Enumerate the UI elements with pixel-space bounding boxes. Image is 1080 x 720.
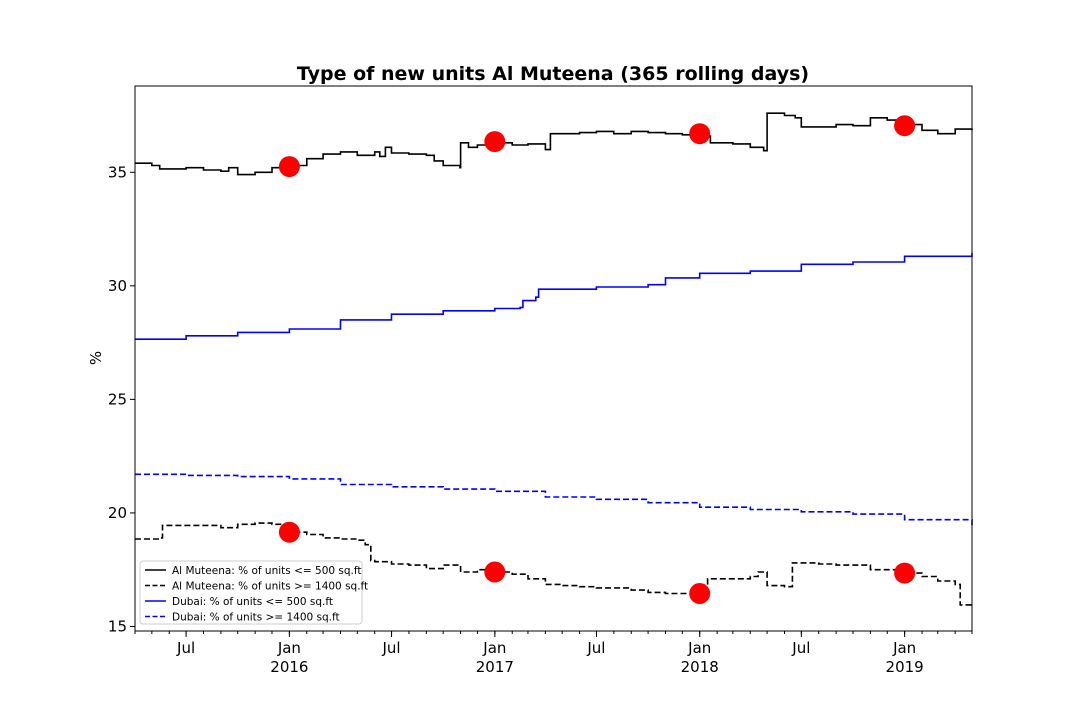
marker-layer — [278, 115, 916, 604]
plot-frame — [134, 85, 973, 632]
x-tick-year-label: 2017 — [476, 658, 514, 676]
x-tick-label: Jan — [482, 639, 506, 657]
legend-label-4: Dubai: % of units >= 1400 sq.ft — [172, 612, 340, 624]
x-tick-year-label: 2019 — [886, 658, 924, 676]
x-tick-label: Jan — [892, 639, 916, 657]
series-line-1 — [135, 112, 973, 176]
y-tick-label: 20 — [108, 504, 127, 522]
marker-point-2 — [484, 131, 506, 153]
series-line-4 — [135, 473, 973, 526]
x-tick-year-label: 2018 — [681, 658, 719, 676]
series-line-3 — [135, 252, 973, 340]
legend-label-3: Dubai: % of units <= 500 sq.ft — [172, 596, 333, 608]
chart-title: Type of new units Al Muteena (365 rollin… — [297, 63, 809, 85]
marker-point-5 — [278, 521, 300, 543]
marker-point-6 — [484, 561, 506, 583]
legend: Al Muteena: % of units <= 500 sq.ft Al Mu… — [139, 560, 368, 625]
marker-point-3 — [689, 123, 711, 145]
x-tick-label: Jan — [277, 639, 301, 657]
series-line-2 — [135, 522, 972, 606]
y-tick-label: 25 — [108, 390, 127, 408]
marker-point-8 — [894, 562, 916, 584]
legend-label-2: Al Muteena: % of units >= 1400 sq.ft — [172, 581, 368, 593]
legend-label-1: Al Muteena: % of units <= 500 sq.ft — [172, 565, 362, 577]
marker-point-7 — [689, 583, 711, 604]
x-tick-label: Jan — [687, 639, 711, 657]
y-axis-label: % — [87, 351, 105, 365]
x-tick-label: Jul — [791, 639, 810, 657]
series-layer — [135, 112, 973, 606]
y-tick-label: 15 — [108, 617, 127, 635]
y-tick-label: 35 — [108, 163, 127, 181]
x-tick-year-label: 2016 — [270, 658, 308, 676]
y-tick-label: 30 — [108, 277, 127, 295]
x-tick-label: Jul — [176, 639, 195, 657]
marker-point-4 — [894, 115, 916, 137]
x-tick-label: Jul — [586, 639, 605, 657]
marker-point-1 — [278, 156, 300, 178]
x-tick-label: Jul — [381, 639, 400, 657]
legend-box — [139, 560, 363, 625]
